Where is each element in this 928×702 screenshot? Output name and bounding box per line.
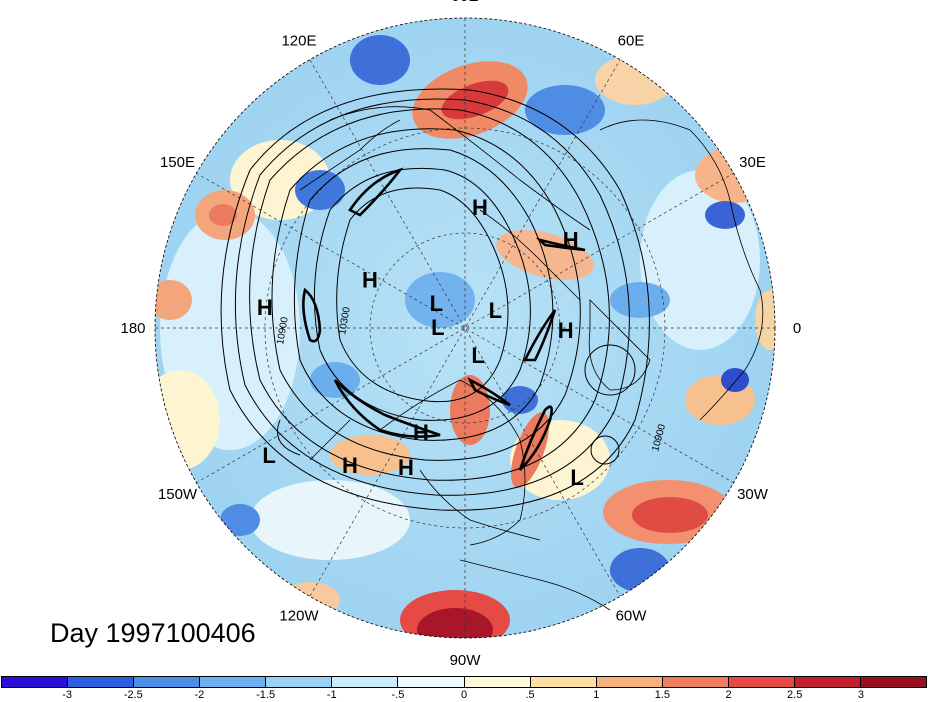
colorbar-box — [134, 677, 201, 687]
day-label: Day 1997100406 — [50, 618, 256, 648]
longitude-label: 30W — [737, 486, 769, 503]
polar-map: 10900 10300 10900 90E60E30E030W60W90W120… — [120, 0, 801, 669]
longitude-labels: 90E 60E 30E 0 30W 60W 90W 120W 150W 180 150E 120E — [120, 0, 801, 669]
colorbar-label: 2.5 — [787, 689, 803, 701]
longitude-label: 60W — [616, 608, 648, 625]
colorbar-box — [332, 677, 399, 687]
high-pressure-label: H — [257, 295, 273, 320]
longitude-label: 150W — [158, 486, 198, 503]
low-pressure-label: L — [489, 298, 502, 323]
low-pressure-label: L — [471, 343, 484, 368]
contour-label: 10300 — [337, 306, 353, 336]
colorbar-label: -.5 — [391, 689, 405, 701]
high-pressure-label: H — [472, 195, 488, 220]
colorbar-label: 2 — [725, 689, 732, 701]
colorbar-label: 3 — [857, 689, 864, 701]
colorbar-box — [200, 677, 267, 687]
high-pressure-label: H — [413, 420, 429, 445]
anomaly-field — [155, 18, 775, 638]
colorbar-box — [398, 677, 465, 687]
longitude-label: 0 — [793, 320, 801, 337]
colorbar-label: -2.5 — [123, 689, 143, 701]
low-pressure-label: L — [262, 443, 275, 468]
colorbar-label: 1.5 — [654, 689, 671, 701]
graticule — [155, 18, 775, 638]
colorbar-label: 1 — [593, 689, 600, 701]
longitude-label: 30E — [739, 154, 766, 171]
colorbar-boxes — [1, 676, 927, 688]
colorbar-label: 0 — [460, 689, 468, 701]
map-boundary — [154, 17, 776, 639]
colorbar-labels: -3 -2.5 -2 -1.5 -1 -.5 0 .5 1 1.5 2 2.5 3 — [0, 689, 928, 702]
longitude-label: 60E — [618, 33, 645, 50]
high-pressure-label: H — [398, 455, 414, 480]
low-pressure-label: L — [570, 465, 583, 490]
high-pressure-label: H — [342, 453, 358, 478]
colorbar-box — [728, 677, 795, 687]
colorbar-box — [794, 677, 862, 687]
colorbar-box — [266, 677, 333, 687]
low-pressure-label: L — [430, 291, 443, 316]
longitude-label: 120E — [281, 33, 316, 50]
high-pressure-label: H — [558, 318, 574, 343]
longitude-label: 90E — [452, 0, 479, 5]
longitude-label: 180 — [120, 320, 145, 337]
colorbar-box — [861, 677, 927, 687]
low-pressure-label: L — [431, 315, 444, 340]
colorbar-label: -1 — [326, 689, 337, 701]
height-contours — [220, 88, 650, 511]
longitude-label: 150E — [160, 154, 195, 171]
high-pressure-label: H — [362, 268, 378, 293]
colorbar-box — [464, 677, 531, 687]
colorbar-box — [2, 677, 69, 687]
colorbar-box — [662, 677, 729, 687]
jet-contours — [302, 167, 586, 471]
colorbar-label: -1.5 — [256, 689, 276, 701]
colorbar-box — [68, 677, 135, 687]
high-pressure-label: H — [563, 227, 579, 252]
colorbar-label: -2 — [194, 689, 205, 701]
longitude-label: 90W — [450, 652, 482, 669]
coastlines — [299, 106, 764, 611]
longitude-label: 120W — [279, 608, 319, 625]
colorbar: -3 -2.5 -2 -1.5 -1 -.5 0 .5 1 1.5 2 2.5 3 — [0, 676, 928, 702]
colorbar-label: .5 — [525, 689, 535, 701]
colorbar-box — [596, 677, 663, 687]
colorbar-box — [530, 677, 597, 687]
contour-label: 10900 — [275, 316, 291, 346]
colorbar-label: -3 — [62, 689, 72, 701]
